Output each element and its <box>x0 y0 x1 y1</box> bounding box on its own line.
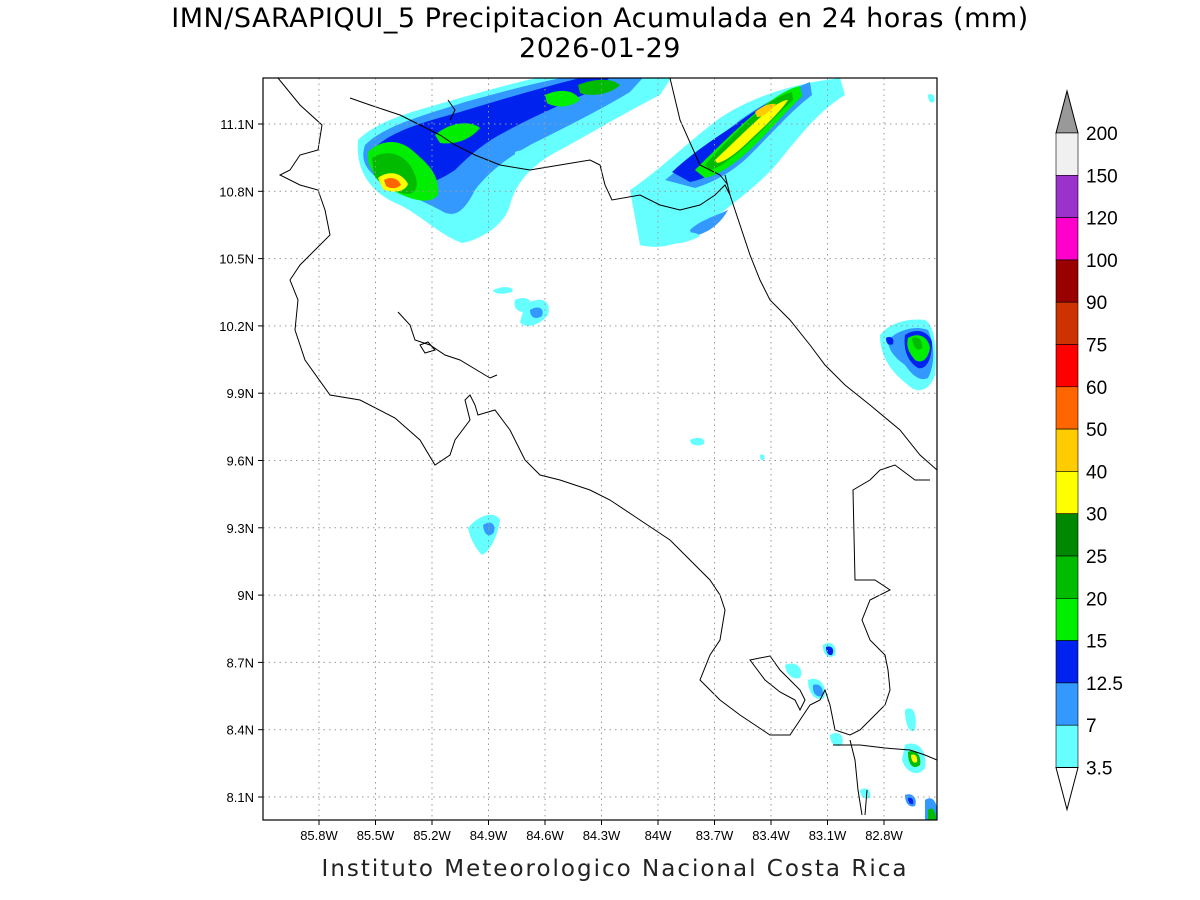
colorbar-level-label: 50 <box>1086 420 1107 441</box>
colorbar-level-label: 100 <box>1086 251 1118 272</box>
lat-tick-label: 10.2N <box>219 319 254 334</box>
lat-tick-label: 9.6N <box>227 454 254 469</box>
colorbar-overflow-arrow <box>1055 89 1079 134</box>
axis-ticks: 85.8W 85.5W 85.2W 84.9W 84.6W 84.3W 84W 83.7W 83… <box>219 117 903 843</box>
lon-tick-label: 83.4W <box>752 828 790 843</box>
colorbar-swatch <box>1055 428 1079 472</box>
colorbar-level-label: 60 <box>1086 378 1107 399</box>
colorbar-swatch <box>1055 724 1079 768</box>
lat-lon-grid <box>263 78 937 820</box>
colorbar-swatch <box>1055 555 1079 599</box>
lon-tick-label: 83.7W <box>696 828 734 843</box>
lon-tick-label: 84.6W <box>526 828 564 843</box>
lat-tick-label: 8.4N <box>227 723 254 738</box>
colorbar: 3.5 7 12.5 15 20 25 30 40 50 60 75 90 100 120 150 200 <box>1055 89 1123 812</box>
colorbar-level-label: 30 <box>1086 505 1107 526</box>
footer-credit: Instituto Meteorologico Nacional Costa R… <box>321 856 909 882</box>
lat-tick-label: 9N <box>237 588 254 603</box>
colorbar-level-label: 40 <box>1086 462 1107 483</box>
lon-tick-label: 82.8W <box>865 828 903 843</box>
lon-tick-label: 85.2W <box>413 828 451 843</box>
colorbar-level-label: 150 <box>1086 166 1118 187</box>
colorbar-level-label: 7 <box>1086 716 1097 737</box>
lat-tick-label: 10.8N <box>219 184 254 199</box>
colorbar-swatch <box>1055 344 1079 388</box>
precipitation-field <box>357 78 937 820</box>
colorbar-swatch <box>1055 597 1079 641</box>
lat-tick-label: 8.7N <box>227 655 254 670</box>
lat-tick-label: 11.1N <box>220 117 254 132</box>
colorbar-level-label: 120 <box>1086 209 1118 230</box>
map-title: IMN/SARAPIQUI_5 Precipitacion Acumulada … <box>171 3 1029 34</box>
colorbar-swatch <box>1055 259 1079 303</box>
colorbar-swatch <box>1055 217 1079 261</box>
lat-tick-label: 9.9N <box>227 386 254 401</box>
colorbar-swatch <box>1055 301 1079 345</box>
colorbar-swatch <box>1055 640 1079 684</box>
colorbar-level-label: 3.5 <box>1086 759 1112 780</box>
colorbar-swatch <box>1055 132 1079 176</box>
colorbar-swatch <box>1055 386 1079 430</box>
colorbar-swatch <box>1055 513 1079 557</box>
colorbar-swatch <box>1055 682 1079 726</box>
lon-tick-label: 84.3W <box>583 828 621 843</box>
colorbar-swatch <box>1055 175 1079 218</box>
map-frame <box>262 77 938 821</box>
colorbar-swatch <box>1055 471 1079 514</box>
lat-tick-label: 10.5N <box>219 252 254 267</box>
lon-tick-label: 84.9W <box>470 828 508 843</box>
lon-tick-label: 83.1W <box>809 828 847 843</box>
colorbar-underflow-arrow <box>1055 767 1079 812</box>
lon-tick-label: 84W <box>645 828 672 843</box>
colorbar-level-label: 12.5 <box>1086 674 1123 695</box>
lat-tick-label: 8.1N <box>227 790 254 805</box>
lon-tick-label: 85.5W <box>357 828 395 843</box>
lat-tick-label: 9.3N <box>227 521 254 536</box>
lon-tick-label: 85.8W <box>300 828 338 843</box>
colorbar-level-label: 20 <box>1086 589 1107 610</box>
colorbar-level-label: 200 <box>1086 124 1118 145</box>
colorbar-level-label: 15 <box>1086 632 1107 653</box>
coastline <box>277 78 937 816</box>
colorbar-level-label: 75 <box>1086 336 1107 357</box>
colorbar-level-label: 90 <box>1086 293 1107 314</box>
map-date: 2026-01-29 <box>519 33 681 64</box>
colorbar-level-label: 25 <box>1086 547 1107 568</box>
